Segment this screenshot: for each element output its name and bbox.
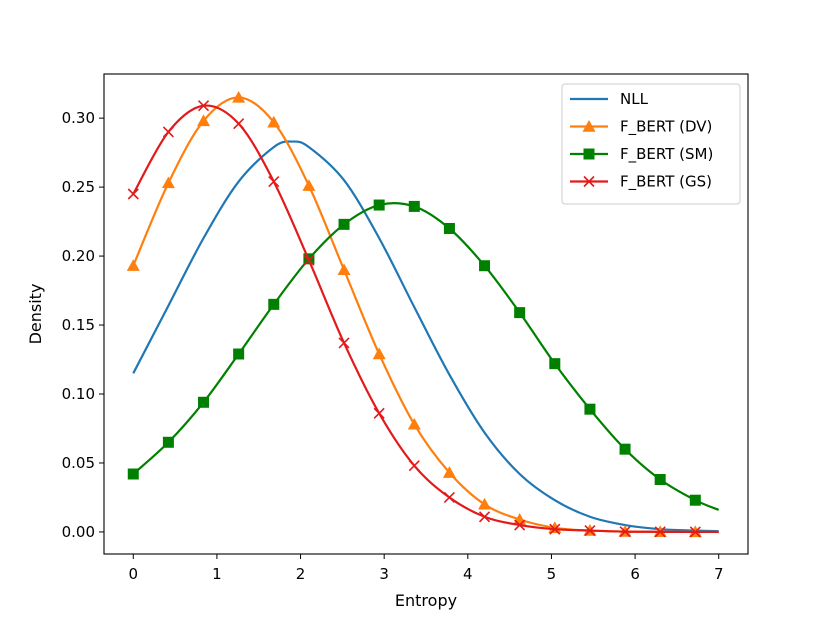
x-tick-label: 1 — [212, 565, 222, 583]
legend-label: F_BERT (DV) — [620, 118, 712, 137]
data-point — [689, 494, 701, 506]
series-line — [132, 140, 719, 533]
data-point — [127, 188, 139, 200]
y-axis: 0.00 0.05 0.10 0.15 0.20 0.25 0.30 — [62, 109, 104, 541]
data-point — [162, 436, 174, 448]
series-line — [132, 202, 720, 511]
data-point — [233, 348, 245, 360]
x-tick-label: 7 — [714, 565, 724, 583]
data-point — [514, 519, 526, 531]
data-point — [197, 100, 210, 112]
data-point — [161, 176, 175, 189]
legend-marker — [583, 148, 595, 160]
y-tick-label: 0.30 — [62, 109, 95, 127]
data-point — [126, 259, 140, 271]
legend-entry: F_BERT (SM) — [570, 145, 713, 164]
data-point — [162, 126, 174, 138]
data-point — [549, 358, 561, 370]
data-point — [408, 460, 420, 472]
data-point — [689, 526, 701, 538]
data-point — [232, 90, 246, 103]
legend: NLL F_BERT (DV) F_BERT (SM) F_BERT (GS) — [561, 83, 741, 205]
x-tick-label: 0 — [128, 565, 138, 583]
legend-marker — [582, 120, 596, 132]
data-point — [268, 298, 280, 310]
data-point — [654, 526, 666, 538]
data-point — [549, 523, 561, 535]
data-point — [337, 263, 351, 276]
legend-entry: F_BERT (GS) — [570, 173, 712, 192]
legend-marker — [583, 175, 595, 188]
series-f-bert-gs — [127, 100, 719, 538]
data-point — [478, 497, 492, 510]
data-point — [479, 260, 491, 272]
legend-label: F_BERT (SM) — [620, 145, 713, 164]
data-point — [407, 417, 421, 430]
series-f-bert-sm — [127, 199, 720, 511]
x-tick-label: 6 — [630, 565, 640, 583]
data-point — [443, 222, 455, 234]
data-point — [338, 337, 350, 349]
legend-box — [561, 83, 741, 205]
data-point — [478, 511, 491, 523]
data-point — [654, 474, 666, 486]
axes-frame — [103, 73, 749, 555]
data-point — [442, 466, 456, 478]
y-tick-label: 0.00 — [62, 523, 95, 541]
y-tick-label: 0.10 — [62, 385, 95, 403]
data-point — [127, 468, 139, 480]
x-tick-label: 4 — [463, 565, 473, 583]
data-point — [338, 218, 350, 230]
y-tick-label: 0.25 — [62, 178, 95, 196]
series-nll — [132, 140, 719, 533]
data-point — [408, 200, 420, 212]
data-point — [372, 347, 386, 360]
data-point — [198, 396, 210, 408]
data-point — [373, 407, 385, 419]
data-point — [303, 254, 315, 266]
x-tick-label: 3 — [379, 565, 389, 583]
y-tick-label: 0.05 — [62, 454, 95, 472]
series-layer — [126, 90, 720, 538]
data-point — [233, 118, 245, 130]
data-point — [197, 114, 211, 127]
x-axis: 0 1 2 3 4 5 6 7 — [128, 554, 724, 583]
legend-entry: F_BERT (DV) — [570, 118, 712, 137]
data-point — [584, 403, 596, 415]
legend-label: NLL — [620, 90, 649, 108]
data-point — [514, 307, 526, 319]
data-point — [302, 179, 316, 191]
data-point — [373, 199, 385, 211]
y-tick-label: 0.20 — [62, 247, 95, 265]
data-point — [619, 526, 631, 538]
y-axis-label: Density — [26, 284, 45, 345]
data-point — [267, 115, 281, 128]
data-point — [619, 443, 631, 455]
x-tick-label: 2 — [296, 565, 306, 583]
data-point — [268, 176, 280, 188]
x-tick-label: 5 — [547, 565, 557, 583]
legend-entry: NLL — [570, 90, 649, 108]
data-point — [443, 491, 455, 504]
data-point — [584, 524, 596, 537]
x-axis-label: Entropy — [395, 591, 457, 610]
y-tick-label: 0.15 — [62, 316, 95, 334]
legend-label: F_BERT (GS) — [620, 173, 712, 192]
